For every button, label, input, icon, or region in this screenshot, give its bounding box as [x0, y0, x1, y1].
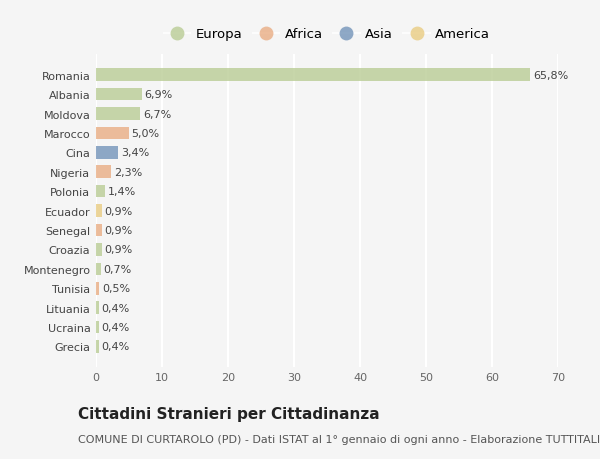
- Bar: [96, 263, 101, 275]
- Text: 0,5%: 0,5%: [102, 284, 130, 294]
- Text: 0,9%: 0,9%: [104, 225, 133, 235]
- Text: 1,4%: 1,4%: [108, 187, 136, 197]
- Text: COMUNE DI CURTAROLO (PD) - Dati ISTAT al 1° gennaio di ogni anno - Elaborazione : COMUNE DI CURTAROLO (PD) - Dati ISTAT al…: [78, 434, 600, 444]
- Bar: [96, 69, 530, 82]
- Text: 6,7%: 6,7%: [143, 109, 171, 119]
- Bar: [96, 244, 102, 256]
- Text: 0,7%: 0,7%: [103, 264, 131, 274]
- Text: Cittadini Stranieri per Cittadinanza: Cittadini Stranieri per Cittadinanza: [78, 406, 380, 421]
- Text: 3,4%: 3,4%: [121, 148, 149, 158]
- Text: 0,4%: 0,4%: [101, 303, 130, 313]
- Bar: [96, 127, 129, 140]
- Text: 0,4%: 0,4%: [101, 342, 130, 352]
- Text: 5,0%: 5,0%: [131, 129, 160, 139]
- Bar: [96, 321, 98, 334]
- Bar: [96, 185, 105, 198]
- Text: 2,3%: 2,3%: [114, 168, 142, 177]
- Text: 6,9%: 6,9%: [144, 90, 172, 100]
- Legend: Europa, Africa, Asia, America: Europa, Africa, Asia, America: [160, 24, 494, 45]
- Text: 0,9%: 0,9%: [104, 206, 133, 216]
- Bar: [96, 224, 102, 237]
- Bar: [96, 108, 140, 121]
- Text: 0,4%: 0,4%: [101, 322, 130, 332]
- Text: 0,9%: 0,9%: [104, 245, 133, 255]
- Bar: [96, 282, 100, 295]
- Bar: [96, 166, 111, 179]
- Bar: [96, 205, 102, 218]
- Bar: [96, 147, 118, 159]
- Text: 65,8%: 65,8%: [533, 71, 568, 80]
- Bar: [96, 302, 98, 314]
- Bar: [96, 89, 142, 101]
- Bar: [96, 341, 98, 353]
